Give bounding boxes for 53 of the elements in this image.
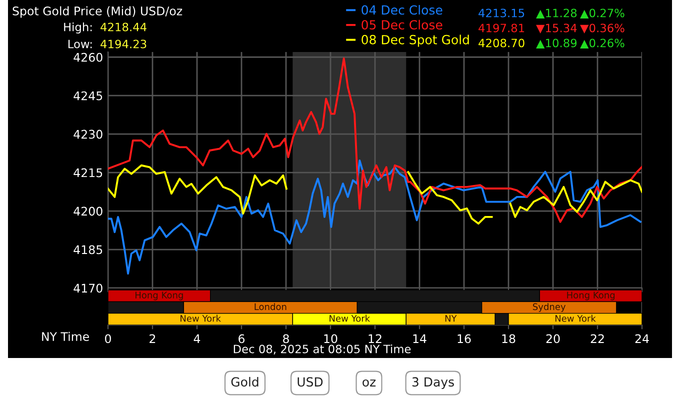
text: 4197.81 bbox=[478, 24, 524, 32]
text: ▲11.28 bbox=[536, 8, 577, 19]
text: 4218.44 bbox=[100, 22, 146, 32]
legend-label: 04 Dec Close bbox=[362, 5, 442, 15]
y-tick-label: 4170 bbox=[74, 284, 102, 293]
x-tick-label: 20 bbox=[546, 334, 560, 344]
text: ▼15.34 bbox=[536, 24, 577, 34]
data-label: New York bbox=[180, 314, 221, 322]
y-tick-label: 4185 bbox=[74, 245, 102, 254]
text: oz bbox=[362, 379, 376, 387]
data-label: NY bbox=[445, 315, 457, 322]
legend-label: 08 Dec Spot Gold bbox=[362, 34, 469, 47]
x-tick-label: 8 bbox=[283, 334, 289, 344]
x-tick-label: 22 bbox=[590, 334, 604, 343]
y-tick-label: 4215 bbox=[74, 168, 102, 178]
y-tick-label: 4260 bbox=[74, 52, 102, 62]
x-axis-title: NY Time bbox=[42, 332, 89, 342]
text: ▼0.36% bbox=[580, 24, 624, 34]
text: USD bbox=[298, 377, 323, 387]
y-tick-label: 4245 bbox=[74, 91, 102, 100]
text: Low: bbox=[68, 40, 92, 48]
data-label: New York bbox=[555, 314, 596, 322]
text: 4213.15 bbox=[478, 8, 524, 18]
y-tick-label: 4230 bbox=[74, 130, 102, 139]
x-tick-label: 0 bbox=[105, 334, 111, 344]
x-tick-label: 6 bbox=[238, 334, 245, 344]
text: ▲10.89 bbox=[536, 38, 577, 49]
data-label: New York bbox=[330, 314, 370, 322]
line-series bbox=[108, 57, 642, 223]
text: ▲0.26% bbox=[580, 38, 624, 49]
x-tick-label: 4 bbox=[194, 334, 200, 343]
text: 4208.70 bbox=[478, 38, 524, 48]
x-tick-label: 12 bbox=[368, 334, 382, 343]
x-tick-label: 14 bbox=[413, 334, 426, 343]
y-tick-label: 4200 bbox=[74, 206, 102, 216]
text: ▲0.27% bbox=[580, 8, 624, 19]
chart-title: Spot Gold Price (Mid) USD/oz bbox=[12, 6, 182, 18]
x-tick-label: 2 bbox=[150, 334, 156, 343]
text: Dec 08, 2025 at 08:05 NY Time bbox=[234, 344, 411, 354]
x-tick-label: 18 bbox=[502, 334, 516, 344]
data-label: Hong Kong bbox=[136, 292, 183, 300]
data-label: London bbox=[254, 303, 286, 310]
x-tick-label: 10 bbox=[324, 334, 338, 344]
text: 3 Days bbox=[412, 377, 454, 390]
line-series bbox=[108, 160, 642, 275]
legend-label: 05 Dec Close bbox=[362, 20, 442, 30]
x-tick-label: 24 bbox=[635, 334, 649, 343]
text: High: bbox=[64, 22, 92, 34]
text: Gold bbox=[231, 376, 258, 387]
data-label: Sydney bbox=[532, 303, 566, 312]
text: 4194.23 bbox=[100, 40, 146, 48]
x-tick-label: 16 bbox=[458, 334, 471, 344]
data-label: Hong Kong bbox=[567, 292, 615, 300]
